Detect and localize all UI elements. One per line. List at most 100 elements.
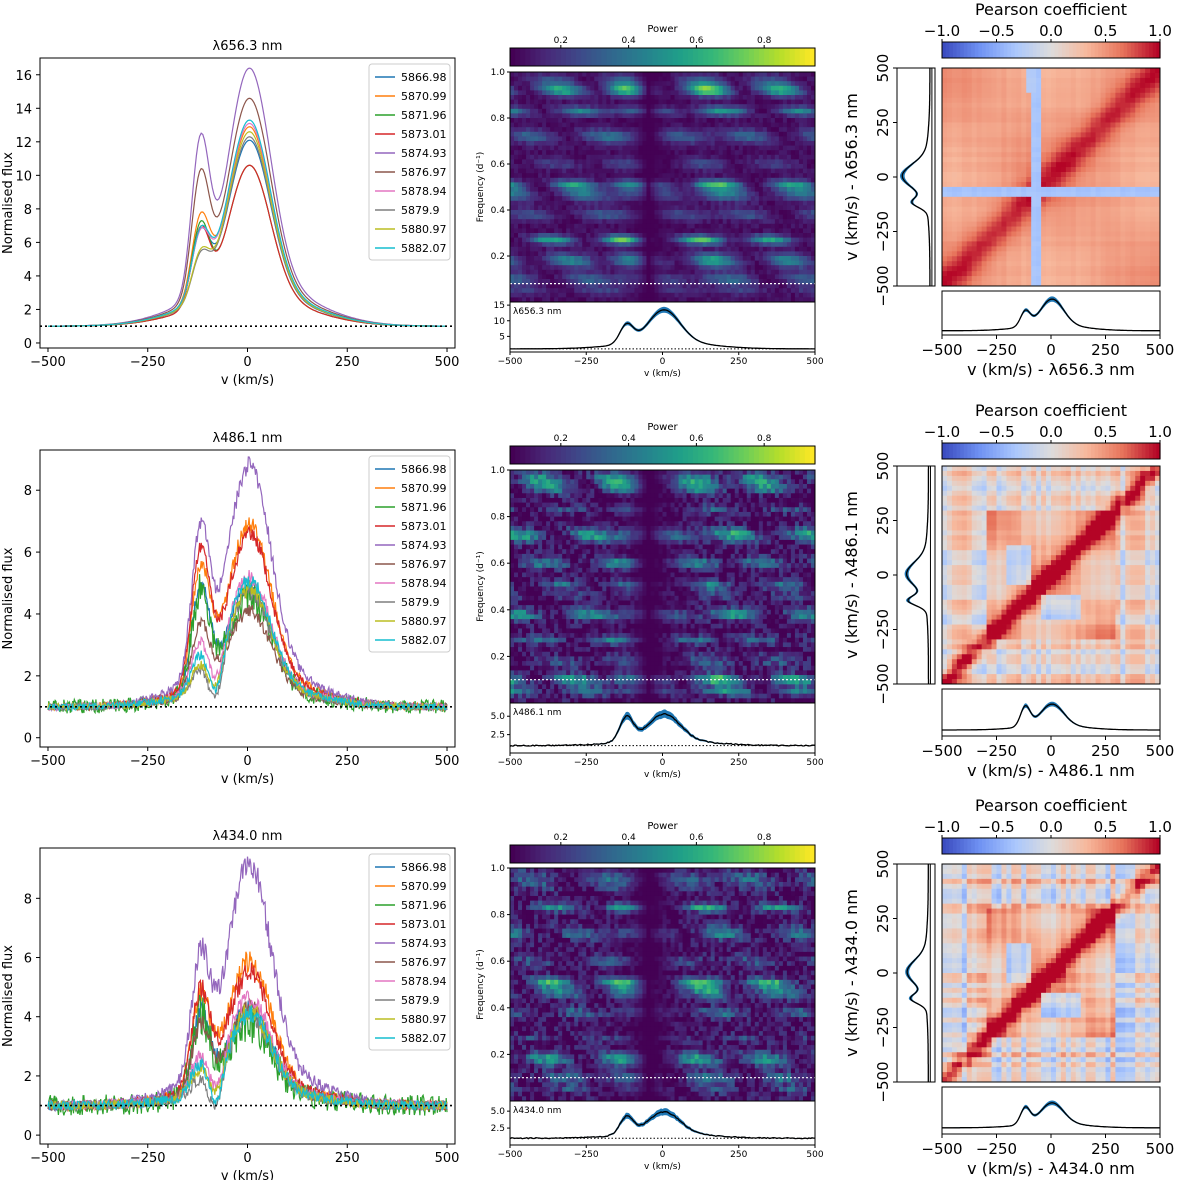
heatmap-cell	[686, 72, 692, 78]
heatmap-cell	[786, 493, 792, 499]
heatmap-cell	[750, 279, 756, 285]
heatmap-cell	[754, 191, 760, 197]
heatmap-cell	[578, 95, 583, 101]
heatmap-cell	[678, 205, 684, 211]
heatmap-cell	[566, 260, 571, 266]
heatmap-cell	[642, 76, 647, 82]
heatmap-cell	[794, 200, 800, 206]
heatmap-cell	[718, 90, 724, 96]
heatmap-cell	[758, 99, 764, 105]
heatmap-cell	[686, 122, 692, 128]
heatmap-cell	[690, 200, 696, 206]
heatmap-cell	[570, 214, 575, 220]
heatmap-cell	[810, 502, 816, 508]
heatmap-cell	[730, 205, 736, 211]
heatmap-cell	[522, 516, 527, 522]
heatmap-cell	[734, 72, 740, 78]
heatmap-cell	[714, 72, 720, 78]
heatmap-cell	[738, 507, 744, 513]
heatmap-cell	[742, 164, 748, 170]
heatmap-cell	[538, 256, 543, 262]
heatmap-cell	[510, 141, 515, 147]
heatmap-cell	[566, 200, 571, 206]
heatmap-cell	[586, 113, 591, 119]
heatmap-cell	[514, 168, 519, 174]
heatmap-cell	[678, 104, 684, 110]
heatmap-cell	[722, 288, 728, 294]
heatmap-cell	[546, 122, 551, 128]
heatmap-cell	[706, 256, 712, 262]
legend-entry: 5874.93	[401, 937, 447, 950]
heatmap-cell	[750, 85, 756, 91]
heatmap-cell	[614, 159, 619, 165]
heatmap-cell	[794, 168, 800, 174]
heatmap-cell	[534, 85, 539, 91]
heatmap-cell	[786, 104, 792, 110]
heatmap-cell	[534, 297, 539, 303]
heatmap-cell	[542, 118, 547, 124]
heatmap-cell	[766, 72, 772, 78]
heatmap-cell	[534, 511, 539, 518]
heatmap-cell	[734, 118, 740, 124]
legend-entry: 5882.07	[401, 1032, 447, 1045]
heatmap-cell	[554, 159, 559, 165]
heatmap-cell	[586, 177, 591, 183]
heatmap-cell	[782, 242, 788, 248]
colorbar-cell	[576, 446, 582, 464]
heatmap-cell	[638, 187, 643, 193]
heatmap-cell	[682, 182, 688, 188]
heatmap-cell	[642, 233, 647, 239]
heatmap-cell	[570, 95, 575, 101]
heatmap-cell	[666, 292, 672, 298]
heatmap-cell	[638, 265, 643, 271]
heatmap-cell	[746, 210, 752, 216]
heatmap-cell	[678, 214, 684, 220]
heatmap-cell	[742, 182, 748, 188]
heatmap-cell	[554, 265, 559, 271]
heatmap-cell	[538, 516, 543, 522]
heatmap-cell	[682, 288, 688, 294]
heatmap-cell	[726, 511, 732, 518]
heatmap-cell	[790, 108, 796, 114]
heatmap-cell	[518, 288, 523, 294]
heatmap-cell	[666, 497, 672, 504]
heatmap-cell	[514, 507, 519, 513]
heatmap-cell	[774, 210, 780, 216]
heatmap-cell	[750, 173, 756, 179]
heatmap-cell	[586, 85, 591, 91]
heatmap-cell	[510, 474, 515, 480]
heatmap-cell	[682, 104, 688, 110]
heatmap-cell	[538, 246, 543, 252]
heatmap-cell	[546, 81, 551, 87]
heatmap-cell	[806, 265, 812, 271]
heatmap-cell	[770, 292, 776, 298]
heatmap-cell	[642, 131, 647, 137]
heatmap-cell	[686, 292, 692, 298]
heatmap-cell	[654, 483, 659, 490]
heatmap-cell	[754, 136, 760, 142]
heatmap-cell	[642, 210, 647, 216]
heatmap-cell	[690, 108, 696, 114]
heatmap-cell	[558, 260, 563, 266]
legend-entry: 5870.99	[401, 880, 447, 893]
heatmap-cell	[546, 497, 551, 504]
heatmap-cell	[782, 214, 788, 220]
heatmap-cell	[714, 95, 720, 101]
heatmap-cell	[714, 177, 720, 183]
heatmap-cell	[662, 214, 668, 220]
heatmap-cell	[810, 99, 816, 105]
heatmap-cell	[702, 81, 708, 87]
heatmap-cell	[630, 182, 635, 188]
heatmap-cell	[514, 150, 519, 156]
heatmap-cell	[578, 228, 583, 234]
heatmap-cell	[606, 237, 611, 243]
heatmap-cell	[626, 150, 631, 156]
heatmap-cell	[778, 260, 784, 266]
heatmap-cell	[666, 246, 672, 252]
heatmap-cell	[558, 497, 563, 504]
heatmap-cell	[538, 122, 543, 128]
heatmap-cell	[710, 274, 716, 280]
heatmap-cell	[514, 292, 519, 298]
heatmap-cell	[698, 72, 704, 78]
heatmap-cell	[526, 81, 531, 87]
